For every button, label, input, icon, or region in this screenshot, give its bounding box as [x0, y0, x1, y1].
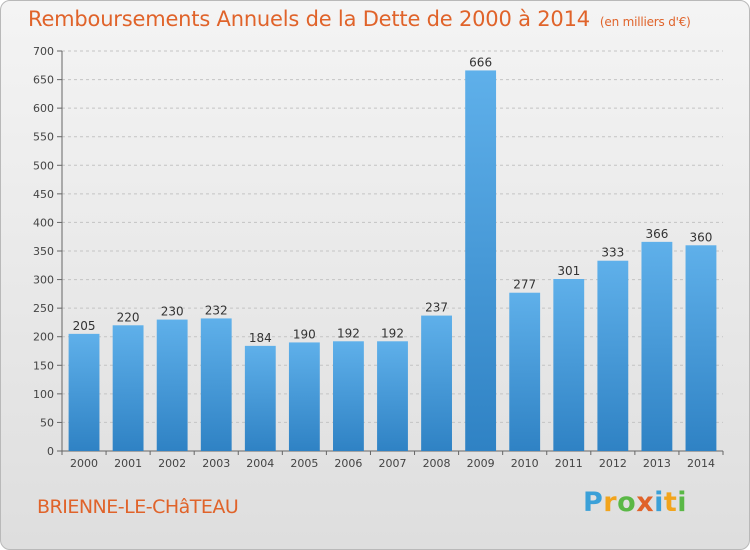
data-label-2010: 277 — [513, 278, 536, 292]
bar-2011 — [553, 279, 585, 451]
data-label-2004: 184 — [249, 331, 272, 345]
data-label-2012: 333 — [601, 246, 624, 260]
bar-2009 — [465, 70, 497, 451]
bar-2006 — [333, 341, 364, 451]
y-tick-label: 650 — [33, 74, 54, 87]
x-tick-label-2013: 2013 — [643, 457, 671, 470]
commune-name: BRIENNE-LE-CHâTEAU — [37, 496, 239, 518]
chart-title-text: Remboursements Annuels de la Dette de 20… — [28, 7, 590, 31]
x-tick-label-2002: 2002 — [158, 457, 186, 470]
bar-2014 — [685, 245, 717, 451]
proxiti-logo: Proxiti — [583, 487, 687, 518]
logo-letter: i — [654, 487, 664, 518]
data-label-2002: 230 — [161, 305, 184, 319]
logo-letter: P — [583, 487, 604, 518]
y-tick-label: 500 — [33, 159, 54, 172]
bar-2004 — [244, 345, 276, 451]
data-label-2003: 232 — [205, 303, 228, 317]
data-label-2013: 366 — [645, 227, 668, 241]
bar-2013 — [641, 241, 673, 451]
bar-2001 — [112, 325, 144, 451]
x-tick-label-2008: 2008 — [423, 457, 451, 470]
bar-2003 — [200, 318, 232, 451]
data-label-2011: 301 — [557, 264, 580, 278]
x-tick-label-2003: 2003 — [202, 457, 230, 470]
bar-2008 — [421, 315, 452, 451]
x-tick-label-2012: 2012 — [599, 457, 627, 470]
logo-letter: r — [603, 487, 618, 518]
x-tick-label-2004: 2004 — [246, 457, 274, 470]
y-tick-label: 600 — [33, 102, 54, 115]
bar-2012 — [597, 260, 629, 451]
bars — [68, 70, 717, 451]
data-label-2008: 237 — [425, 301, 448, 315]
data-label-2000: 205 — [73, 319, 96, 333]
chart-title: Remboursements Annuels de la Dette de 20… — [28, 7, 691, 31]
data-label-2001: 220 — [117, 310, 140, 324]
y-tick-label: 550 — [33, 131, 54, 144]
x-tick-label-2010: 2010 — [511, 457, 539, 470]
y-tick-label: 700 — [33, 45, 54, 58]
y-tick-label: 0 — [47, 445, 54, 458]
y-tick-label: 300 — [33, 274, 54, 287]
y-tick-label: 200 — [33, 331, 54, 344]
data-label-2009: 666 — [469, 55, 492, 69]
data-label-2006: 192 — [337, 326, 360, 340]
bar-2010 — [509, 292, 541, 451]
x-tick-label-2007: 2007 — [379, 457, 407, 470]
y-tick-label: 100 — [33, 388, 54, 401]
data-label-2014: 360 — [690, 230, 713, 244]
data-label-2007: 192 — [381, 326, 404, 340]
y-tick-label: 400 — [33, 216, 54, 229]
y-tick-label: 350 — [33, 245, 54, 258]
x-tick-label-2005: 2005 — [290, 457, 318, 470]
logo-letter: x — [636, 487, 655, 518]
x-tick-label-2001: 2001 — [114, 457, 142, 470]
y-tick-label: 150 — [33, 359, 54, 372]
x-tick-labels: 2000 2001 2002 2003 2004 2005 2006 2007 2008 2009… — [61, 451, 724, 470]
x-tick-label-2011: 2011 — [555, 457, 583, 470]
x-tick-label-2014: 2014 — [687, 457, 715, 470]
x-tick-label-2009: 2009 — [467, 457, 495, 470]
chart-unit: (en milliers d'€) — [599, 15, 691, 29]
data-labels: 205 220 230 232 184 190 192 192 237 666 277 301 333 3… — [73, 55, 713, 344]
data-label-2005: 190 — [293, 327, 316, 341]
y-tick-labels: 0 50 100 150 200 250 300 350 400 450 500 550 600 650 7… — [33, 45, 62, 458]
logo-letter: i — [677, 487, 688, 518]
logo-letter: t — [663, 487, 678, 518]
bar-2005 — [288, 342, 320, 451]
y-tick-label: 50 — [40, 416, 54, 429]
y-tick-label: 450 — [33, 188, 54, 201]
x-tick-label-2000: 2000 — [70, 457, 98, 470]
logo-letter: o — [617, 487, 637, 518]
y-tick-label: 250 — [33, 302, 54, 315]
bar-2000 — [68, 333, 100, 451]
x-tick-label-2006: 2006 — [334, 457, 362, 470]
bar-2007 — [377, 341, 408, 451]
bar-2002 — [156, 319, 188, 451]
